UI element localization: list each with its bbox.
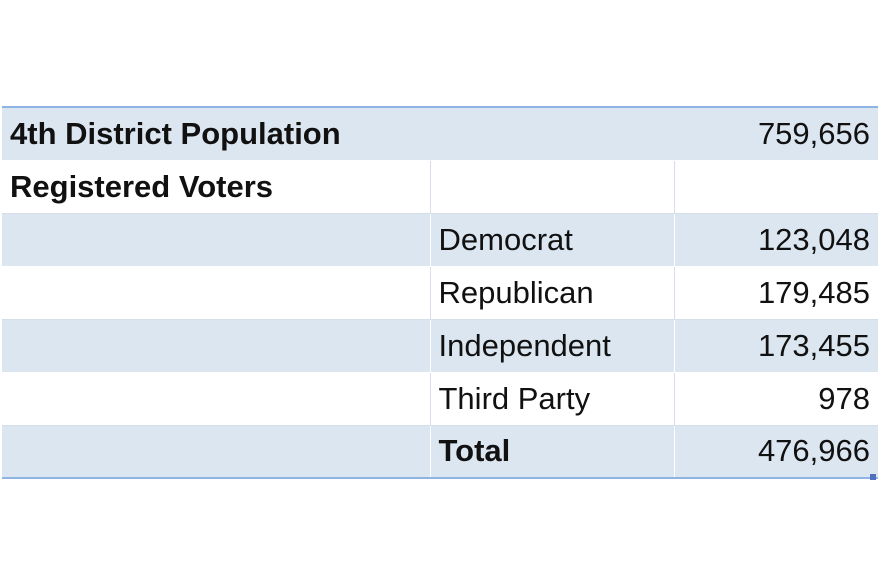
table-row: Independent 173,455 bbox=[2, 319, 878, 373]
table-row: Third Party 978 bbox=[2, 372, 878, 426]
party-value: 978 bbox=[674, 372, 878, 426]
total-label: Total bbox=[430, 425, 675, 479]
party-name: Independent bbox=[430, 319, 675, 373]
party-value: 123,048 bbox=[674, 213, 878, 267]
party-name: Republican bbox=[430, 266, 675, 320]
table-row: Democrat 123,048 bbox=[2, 213, 878, 267]
population-label: 4th District Population bbox=[2, 107, 674, 161]
party-name: Democrat bbox=[430, 213, 675, 267]
population-row: 4th District Population 759,656 bbox=[2, 107, 878, 161]
selection-fill-handle[interactable] bbox=[870, 474, 876, 480]
party-value: 179,485 bbox=[674, 266, 878, 320]
empty-cell bbox=[674, 160, 878, 214]
party-value: 173,455 bbox=[674, 319, 878, 373]
registered-voters-label: Registered Voters bbox=[2, 160, 431, 214]
empty-cell bbox=[2, 372, 431, 426]
voter-registration-table: 4th District Population 759,656 Register… bbox=[2, 106, 878, 479]
table-row: Republican 179,485 bbox=[2, 266, 878, 320]
empty-cell bbox=[2, 213, 431, 267]
total-row: Total 476,966 bbox=[2, 425, 878, 479]
total-value: 476,966 bbox=[674, 425, 878, 479]
population-value: 759,656 bbox=[674, 107, 878, 161]
party-name: Third Party bbox=[430, 372, 675, 426]
empty-cell bbox=[2, 319, 431, 373]
registered-voters-row: Registered Voters bbox=[2, 160, 878, 214]
empty-cell bbox=[430, 160, 675, 214]
empty-cell bbox=[2, 266, 431, 320]
empty-cell bbox=[2, 425, 431, 479]
